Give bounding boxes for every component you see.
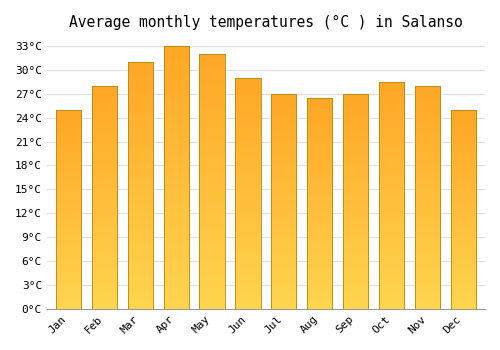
Bar: [200, 54, 224, 309]
Bar: [379, 82, 404, 309]
Bar: [307, 98, 332, 309]
Title: Average monthly temperatures (°C ) in Salanso: Average monthly temperatures (°C ) in Sa…: [69, 15, 463, 30]
Bar: [415, 86, 440, 309]
Bar: [56, 110, 81, 309]
Bar: [272, 94, 296, 309]
Bar: [92, 86, 117, 309]
Bar: [128, 62, 153, 309]
Bar: [164, 46, 188, 309]
Bar: [236, 78, 260, 309]
Bar: [343, 94, 368, 309]
Bar: [451, 110, 476, 309]
